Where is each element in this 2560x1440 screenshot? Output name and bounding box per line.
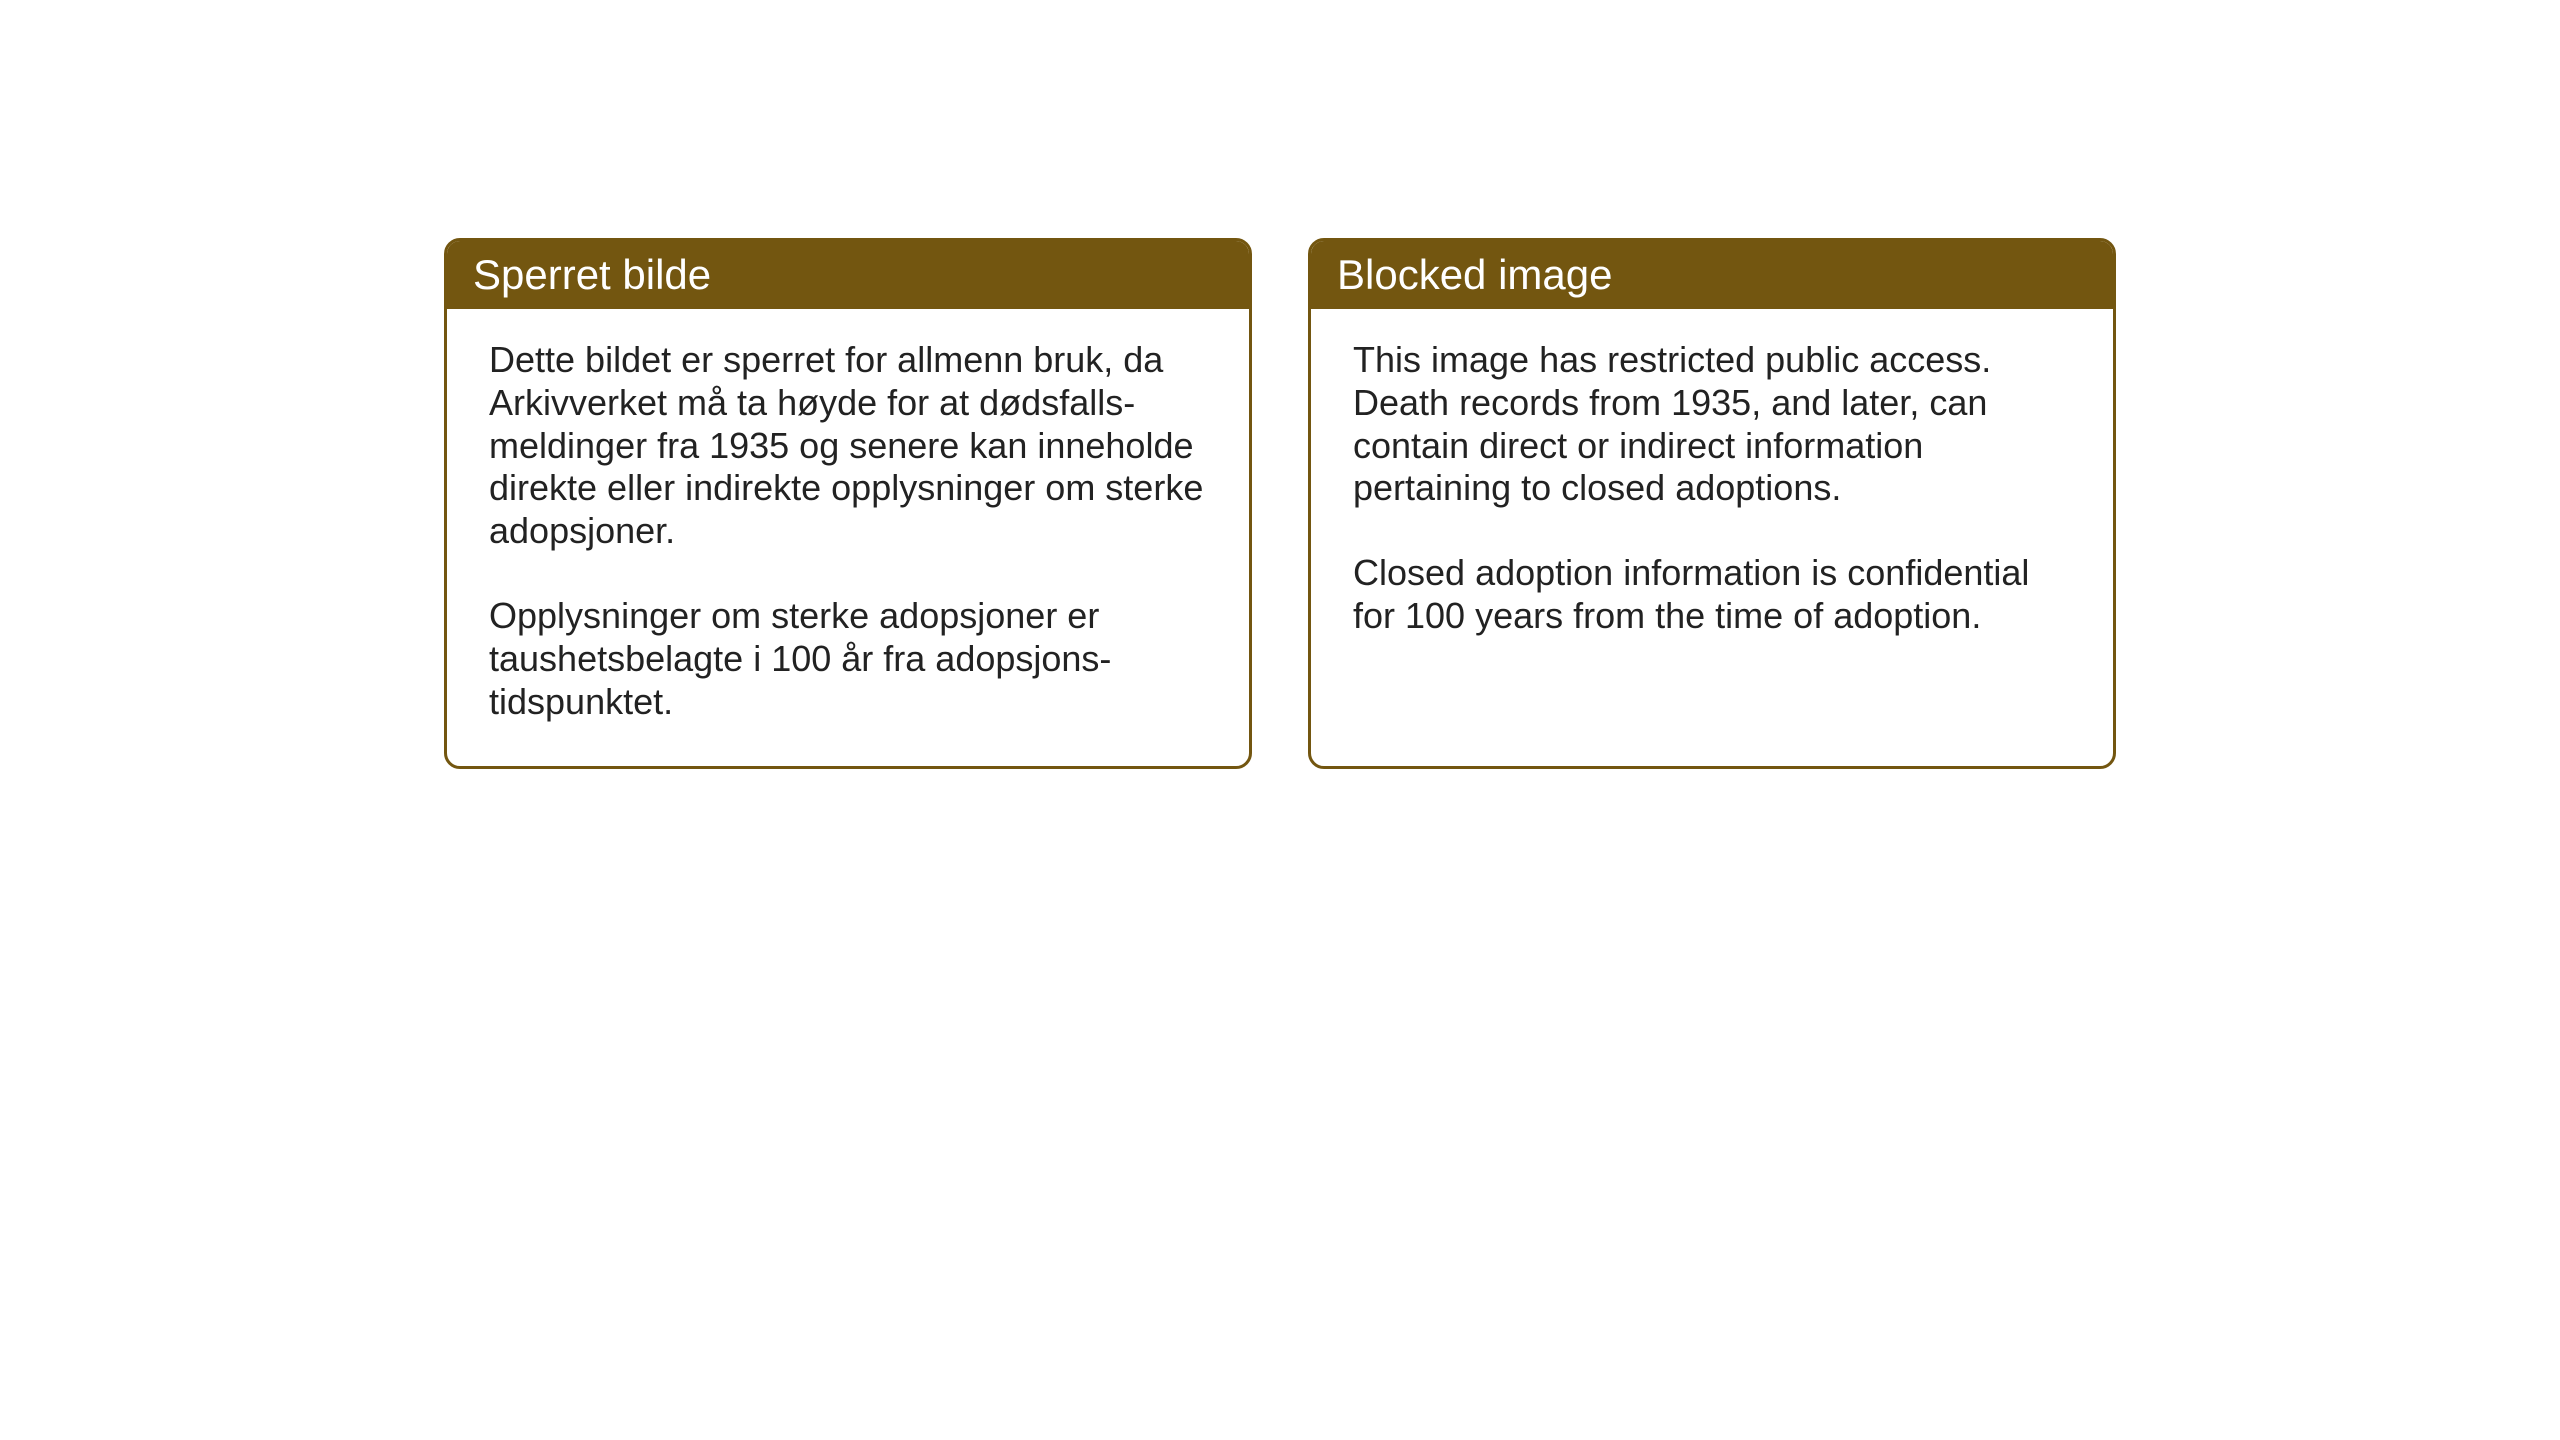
norwegian-notice-title: Sperret bilde <box>447 241 1249 309</box>
norwegian-notice-body: Dette bildet er sperret for allmenn bruk… <box>447 309 1249 766</box>
english-notice-body: This image has restricted public access.… <box>1311 309 2113 722</box>
notice-container: Sperret bilde Dette bildet er sperret fo… <box>444 238 2116 769</box>
norwegian-paragraph-1: Dette bildet er sperret for allmenn bruk… <box>489 339 1207 553</box>
norwegian-notice-box: Sperret bilde Dette bildet er sperret fo… <box>444 238 1252 769</box>
english-notice-title: Blocked image <box>1311 241 2113 309</box>
english-paragraph-1: This image has restricted public access.… <box>1353 339 2071 510</box>
english-notice-box: Blocked image This image has restricted … <box>1308 238 2116 769</box>
norwegian-paragraph-2: Opplysninger om sterke adopsjoner er tau… <box>489 595 1207 723</box>
english-paragraph-2: Closed adoption information is confident… <box>1353 552 2071 638</box>
